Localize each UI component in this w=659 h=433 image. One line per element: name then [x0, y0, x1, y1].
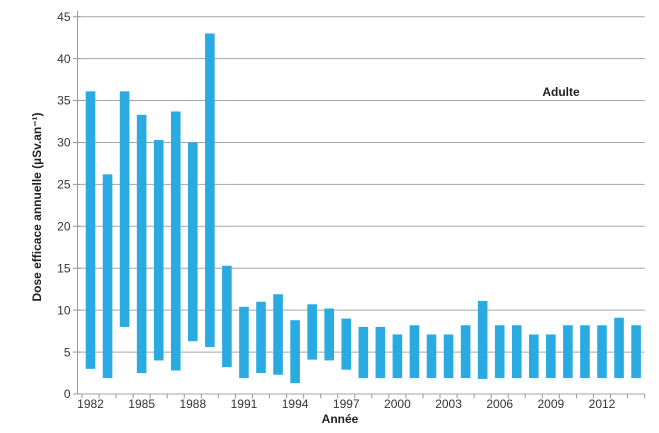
- bar-1986: [153, 139, 164, 361]
- bar-2000: [392, 334, 403, 379]
- bar-2014: [631, 325, 641, 379]
- bar-1992: [256, 301, 266, 374]
- bar-1990: [222, 265, 232, 368]
- x-axis-title: Année: [321, 412, 359, 426]
- bar-2006: [494, 325, 505, 379]
- bar-2009: [546, 334, 556, 379]
- x-tick-label-2012: 2012: [589, 397, 616, 411]
- series-annotation-adulte: Adulte: [542, 85, 580, 99]
- bar-1999: [375, 326, 386, 379]
- x-tick-label-1985: 1985: [128, 397, 155, 411]
- x-tick-label-1991: 1991: [231, 397, 258, 411]
- y-tick-label-10: 10: [57, 303, 71, 317]
- x-tick-label-1988: 1988: [179, 397, 206, 411]
- y-tick-label-40: 40: [57, 52, 71, 66]
- bar-2002: [426, 334, 437, 379]
- y-tick-label-15: 15: [57, 261, 71, 275]
- y-tick-label-35: 35: [57, 94, 71, 108]
- bar-1983: [102, 174, 113, 379]
- x-tick-label-1982: 1982: [77, 397, 104, 411]
- bar-1982: [85, 91, 96, 369]
- bar-1998: [358, 326, 369, 379]
- bar-1988: [188, 142, 198, 342]
- x-tick-label-2006: 2006: [486, 397, 513, 411]
- bar-1991: [239, 306, 249, 379]
- y-tick-label-5: 5: [64, 345, 71, 359]
- bar-1989: [205, 33, 215, 348]
- bar-1996: [324, 308, 334, 361]
- bar-1985: [136, 114, 147, 374]
- x-tick-label-2009: 2009: [537, 397, 564, 411]
- y-tick-label-0: 0: [64, 387, 71, 401]
- y-tick-label-25: 25: [57, 178, 71, 192]
- y-tick-label-45: 45: [57, 10, 71, 24]
- y-tick-label-20: 20: [57, 220, 71, 234]
- bar-2011: [580, 325, 590, 379]
- bar-2001: [409, 325, 420, 379]
- y-tick-label-30: 30: [57, 136, 71, 150]
- bar-1994: [290, 320, 300, 384]
- bar-2012: [597, 325, 607, 379]
- x-tick-label-2000: 2000: [384, 397, 411, 411]
- bar-2003: [443, 334, 454, 379]
- bar-1997: [341, 318, 352, 370]
- bar-2007: [511, 325, 522, 379]
- bar-1993: [273, 294, 283, 375]
- bar-1987: [170, 111, 181, 371]
- bar-2005: [477, 300, 488, 379]
- bar-1984: [119, 91, 130, 327]
- bar-2010: [563, 325, 573, 379]
- bar-1995: [307, 304, 317, 360]
- x-tick-label-1997: 1997: [333, 397, 360, 411]
- bar-2008: [529, 334, 539, 379]
- bar-2013: [614, 317, 624, 379]
- x-tick-label-1994: 1994: [282, 397, 309, 411]
- y-axis-title: Dose efficace annuelle (µSv.an⁻¹): [30, 112, 44, 302]
- x-tick-label-2003: 2003: [435, 397, 462, 411]
- bar-2004: [460, 325, 471, 379]
